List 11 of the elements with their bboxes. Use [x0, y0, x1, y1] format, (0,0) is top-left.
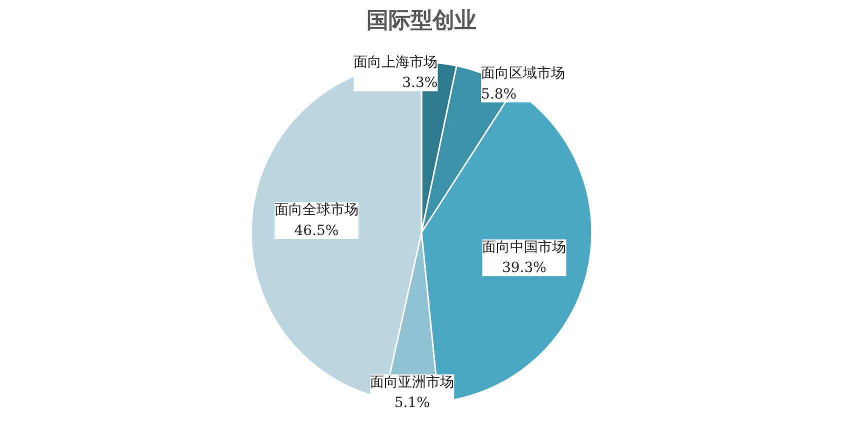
data-label: 39.3% [502, 260, 546, 276]
slice-label: 面向上海市场 [354, 54, 438, 70]
slice-label: 面向亚洲市场 [370, 374, 454, 390]
slice-label: 面向全球市场 [274, 202, 358, 218]
data-label: 46.5% [294, 223, 339, 240]
data-label: 5.8% [481, 86, 517, 102]
slice-label: 面向区域市场 [481, 66, 566, 82]
data-label: 5.1% [394, 395, 430, 412]
data-label: 3.3% [402, 75, 438, 92]
chart-title: 国际型创业 [366, 8, 476, 34]
slice-label: 面向中国市场 [482, 239, 566, 256]
